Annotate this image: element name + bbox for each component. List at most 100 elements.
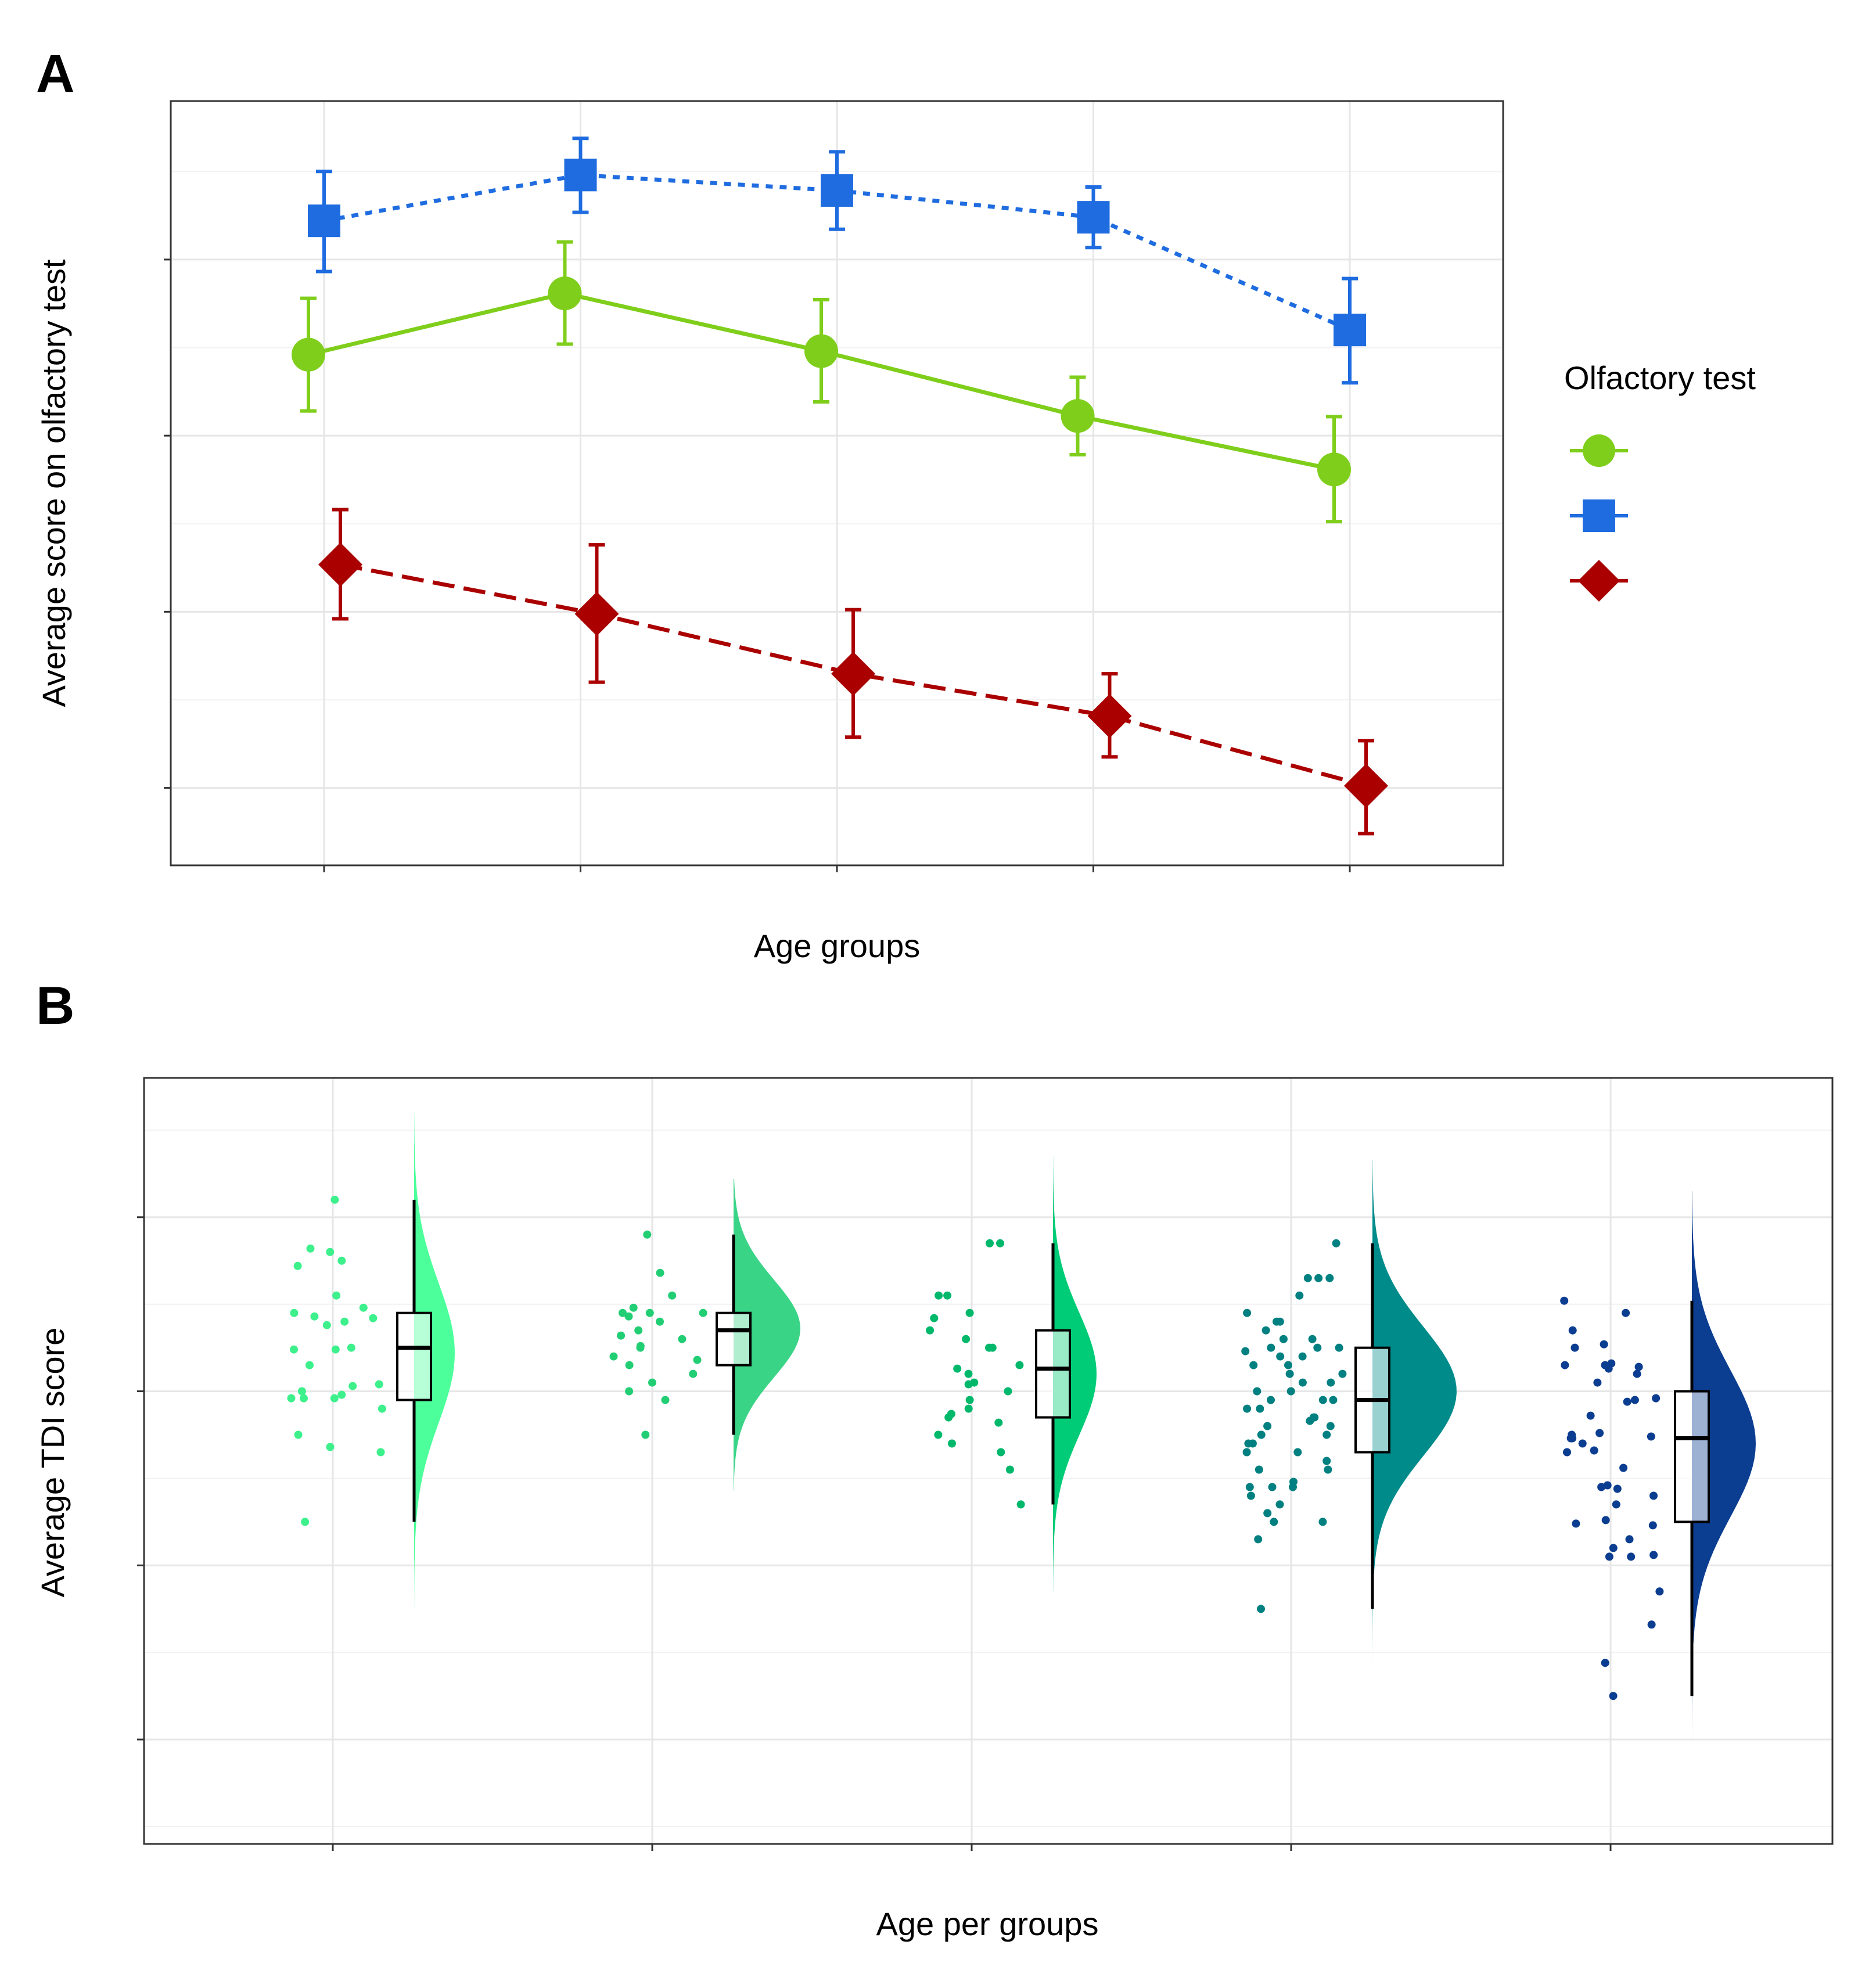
data-point — [1005, 1465, 1014, 1474]
data-point — [1298, 1352, 1307, 1361]
data-point — [678, 1335, 687, 1343]
data-point — [1279, 1335, 1288, 1343]
panel-b-plot-background — [144, 1078, 1832, 1844]
group-60-60 — [1560, 1191, 1756, 1804]
data-point — [1566, 1434, 1575, 1443]
data-point — [617, 1331, 626, 1340]
data-point — [964, 1404, 973, 1413]
data-point — [1613, 1484, 1622, 1493]
data-point — [300, 1394, 308, 1403]
data-point — [926, 1326, 935, 1335]
data-point — [1313, 1343, 1322, 1352]
data-point — [965, 1308, 974, 1317]
data-point — [1262, 1326, 1270, 1335]
data-point — [1246, 1491, 1255, 1500]
data-point — [994, 1418, 1003, 1427]
data-point — [1622, 1308, 1630, 1317]
data-point — [1284, 1361, 1292, 1369]
box — [716, 1311, 752, 1367]
data-point — [1087, 693, 1132, 738]
data-point — [1254, 1535, 1263, 1544]
group-40-50 — [926, 1156, 1097, 1592]
data-point — [1605, 1552, 1613, 1561]
data-point — [1609, 1692, 1618, 1700]
data-point — [643, 1230, 652, 1239]
data-point — [668, 1291, 677, 1300]
data-point — [292, 337, 325, 372]
data-point — [948, 1439, 956, 1448]
data-point — [693, 1356, 702, 1364]
data-point — [985, 1343, 993, 1352]
panel-label-a: A — [36, 44, 74, 103]
data-point — [1603, 1481, 1612, 1490]
data-point — [1267, 1396, 1275, 1404]
data-point — [1245, 1483, 1254, 1491]
data-point — [332, 1291, 341, 1300]
data-point — [1241, 1347, 1250, 1356]
panel-a-series — [292, 136, 1388, 836]
data-point — [1634, 1362, 1643, 1371]
data-point — [689, 1369, 698, 1378]
panel-label-b: B — [36, 976, 74, 1036]
data-point — [297, 1387, 306, 1396]
data-point — [1623, 1397, 1631, 1406]
data-point — [337, 1256, 346, 1265]
data-point — [1649, 1551, 1658, 1559]
data-point — [1306, 1416, 1314, 1425]
panel-b-tick-labels — [137, 1216, 1612, 1851]
legend: Olfactory test — [1564, 359, 1756, 602]
panel-a-tick-labels — [164, 258, 1351, 872]
data-point — [330, 1195, 339, 1204]
data-point — [1344, 763, 1388, 808]
data-point — [1647, 1620, 1656, 1629]
data-point — [953, 1364, 962, 1373]
data-point — [1263, 1509, 1272, 1518]
data-point — [369, 1314, 378, 1322]
data-point — [1601, 1516, 1610, 1525]
data-point — [1590, 1446, 1598, 1455]
data-point — [935, 1291, 943, 1300]
data-point — [347, 1343, 355, 1352]
data-point — [656, 1317, 664, 1326]
data-point — [308, 204, 340, 238]
data-point — [1593, 1378, 1602, 1387]
data-point — [318, 542, 362, 587]
data-point — [661, 1396, 670, 1404]
data-point — [326, 1247, 335, 1256]
data-point — [301, 1518, 310, 1526]
legend-item-od — [1570, 434, 1628, 467]
data-point — [1004, 1387, 1012, 1396]
panel-b-x-axis-title: Age per groups — [876, 1906, 1099, 1942]
density-half-violin — [414, 1112, 455, 1609]
data-point — [1561, 1361, 1569, 1369]
data-point — [1015, 1361, 1024, 1369]
data-point — [330, 1394, 339, 1403]
density-half-violin — [734, 1178, 800, 1491]
data-point — [1570, 1343, 1579, 1352]
data-point — [322, 1321, 331, 1329]
data-point — [1253, 1387, 1262, 1396]
data-point — [1568, 1326, 1577, 1335]
data-point — [944, 1413, 953, 1422]
data-point — [934, 1430, 943, 1439]
data-point — [1077, 201, 1110, 234]
data-point — [1256, 1404, 1264, 1413]
data-point — [634, 1326, 643, 1335]
panel-a-plot-border — [170, 100, 1504, 867]
data-point — [1648, 1521, 1657, 1530]
density-half-violin — [1053, 1156, 1097, 1592]
panel-b-gridlines — [144, 1078, 1832, 1844]
data-point — [287, 1394, 296, 1403]
data-point — [1061, 399, 1095, 433]
data-point — [609, 1352, 618, 1361]
data-point — [964, 1380, 973, 1389]
data-point — [1647, 1432, 1655, 1441]
group-50-60 — [1241, 1159, 1457, 1693]
legend-item-ot — [1570, 560, 1628, 602]
data-point — [1572, 1519, 1580, 1528]
data-point — [645, 1308, 654, 1317]
data-point — [656, 1268, 664, 1277]
data-point — [1303, 1274, 1312, 1282]
data-point — [548, 276, 582, 311]
